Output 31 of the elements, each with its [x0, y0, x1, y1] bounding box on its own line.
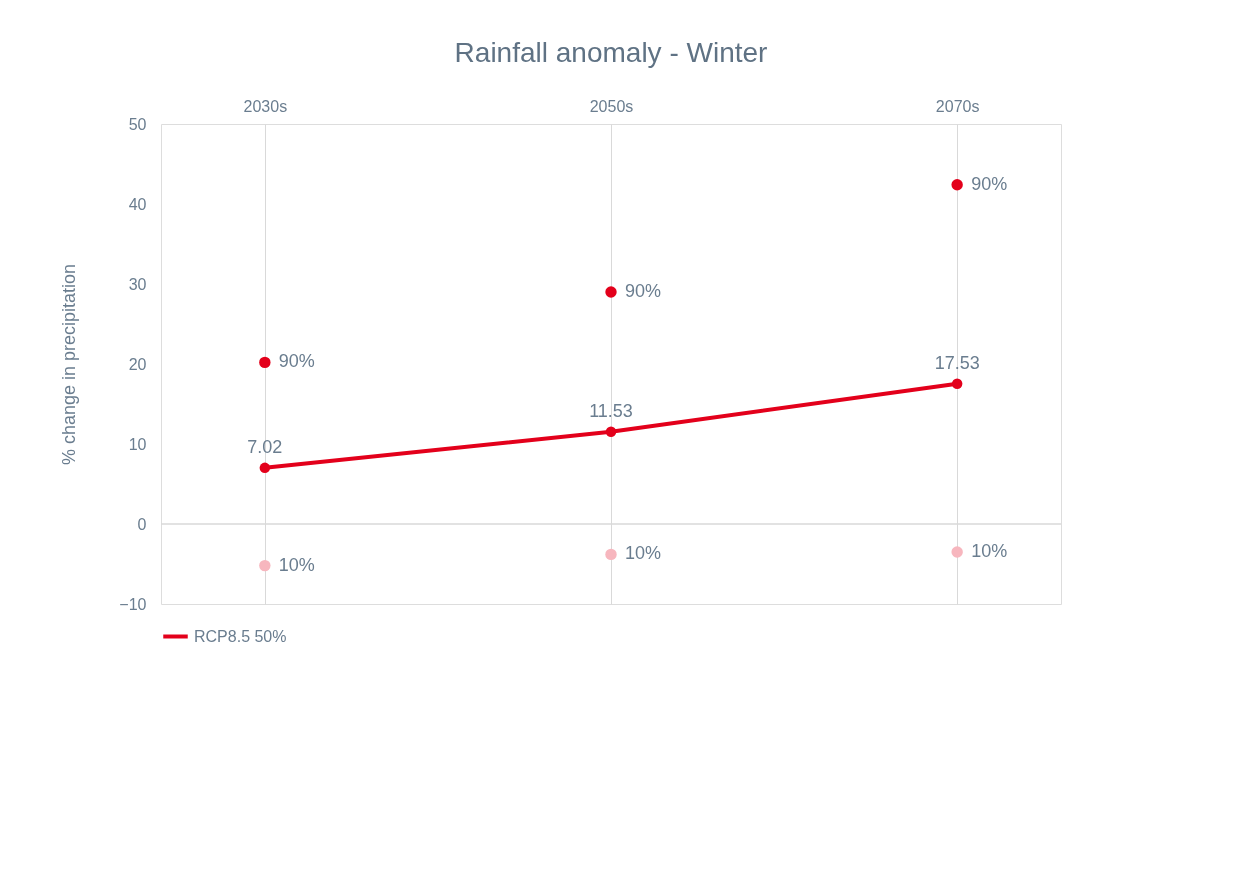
series-label: 10% — [625, 543, 662, 564]
y-tick-label: 30 — [128, 275, 147, 293]
point — [605, 286, 617, 298]
data-label: 17.53 — [934, 352, 980, 373]
point — [951, 378, 963, 389]
text: 90% — [278, 351, 315, 372]
text: 10% — [278, 554, 315, 575]
x-tick-label: 2030s — [243, 97, 288, 115]
point — [605, 426, 617, 437]
y-axis-title: % change in precipitation — [59, 263, 80, 466]
text: 10% — [971, 541, 1008, 561]
x-tick-label: 2050s — [589, 97, 634, 115]
point — [259, 559, 271, 572]
x-tick-label: 2070s — [935, 97, 980, 115]
chart-title: Rainfall anomaly - Winter — [454, 37, 768, 68]
y-tick-label: −10 — [119, 595, 147, 613]
y-tick-label: 50 — [128, 115, 147, 133]
text: 90% — [971, 173, 1008, 194]
point — [259, 356, 271, 369]
data-label: 7.02 — [247, 436, 283, 457]
y-tick-label: 20 — [128, 355, 147, 373]
y-tick-label: 10 — [128, 435, 147, 453]
series-label: 90% — [625, 281, 662, 301]
y-tick-label: 40 — [128, 195, 147, 213]
y-tick-label: 0 — [137, 515, 147, 533]
point — [259, 462, 271, 474]
legend-label: RCP8.5 50% — [194, 627, 287, 645]
point — [951, 179, 963, 191]
point — [605, 548, 617, 561]
point — [951, 546, 963, 558]
data-label: 11.53 — [589, 400, 633, 421]
